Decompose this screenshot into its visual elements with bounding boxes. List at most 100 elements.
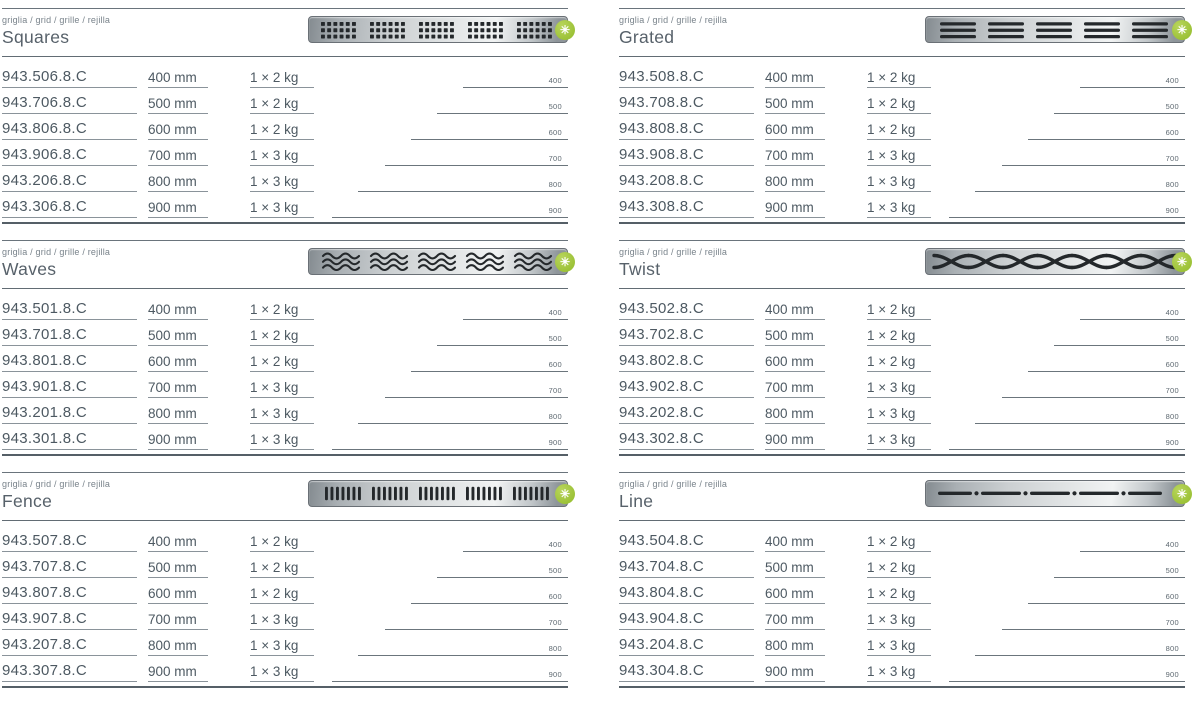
asterisk-badge-icon: ✳ bbox=[555, 484, 575, 504]
length-value: 400 mm bbox=[148, 534, 208, 552]
product-table: 943.506.8.C 400 mm 1 × 2 kg 400 943.706.8.C 5… bbox=[2, 57, 568, 218]
section-bottom-rule bbox=[619, 450, 1185, 456]
size-indicator-line: 900 bbox=[332, 437, 568, 450]
length-value: 400 mm bbox=[148, 70, 208, 88]
size-indicator-line: 900 bbox=[949, 669, 1185, 682]
weight-value: 1 × 3 kg bbox=[250, 380, 314, 398]
table-row: 943.201.8.C 800 mm 1 × 3 kg 800 bbox=[2, 398, 568, 424]
weight-value: 1 × 2 kg bbox=[867, 96, 931, 114]
weight-value: 1 × 3 kg bbox=[250, 638, 314, 656]
category-label: griglia / grid / grille / rejilla bbox=[619, 479, 728, 489]
size-indicator-line: 500 bbox=[1054, 101, 1185, 114]
grille-pattern-line bbox=[938, 490, 1162, 495]
grille-image-waves: ✳ bbox=[308, 248, 575, 275]
length-value: 900 mm bbox=[765, 200, 825, 218]
size-label: 400 bbox=[548, 540, 562, 549]
table-row: 943.208.8.C 800 mm 1 × 3 kg 800 bbox=[619, 166, 1185, 192]
length-value: 700 mm bbox=[765, 380, 825, 398]
size-indicator-line: 700 bbox=[1002, 385, 1185, 398]
weight-value: 1 × 3 kg bbox=[867, 148, 931, 166]
table-row: 943.902.8.C 700 mm 1 × 3 kg 700 bbox=[619, 372, 1185, 398]
length-value: 800 mm bbox=[148, 174, 208, 192]
product-code: 943.807.8.C bbox=[2, 584, 137, 604]
size-indicator-line: 800 bbox=[358, 411, 568, 424]
product-code: 943.801.8.C bbox=[2, 352, 137, 372]
table-row: 943.308.8.C 900 mm 1 × 3 kg 900 bbox=[619, 192, 1185, 218]
product-table: 943.507.8.C 400 mm 1 × 2 kg 400 943.707.8.C 5… bbox=[2, 521, 568, 682]
product-code: 943.201.8.C bbox=[2, 404, 137, 424]
size-indicator-line: 400 bbox=[1080, 539, 1185, 552]
length-value: 700 mm bbox=[148, 148, 208, 166]
table-row: 943.907.8.C 700 mm 1 × 3 kg 700 bbox=[2, 604, 568, 630]
section-title: Waves bbox=[2, 259, 57, 279]
grille-image-fence: ✳ bbox=[308, 480, 575, 507]
weight-value: 1 × 2 kg bbox=[867, 122, 931, 140]
length-value: 900 mm bbox=[765, 432, 825, 450]
size-label: 500 bbox=[548, 102, 562, 111]
length-value: 900 mm bbox=[148, 432, 208, 450]
size-indicator-line: 800 bbox=[358, 179, 568, 192]
table-row: 943.506.8.C 400 mm 1 × 2 kg 400 bbox=[2, 62, 568, 88]
table-row: 943.901.8.C 700 mm 1 × 3 kg 700 bbox=[2, 372, 568, 398]
product-code: 943.904.8.C bbox=[619, 610, 754, 630]
product-section-line: griglia / grid / grille / rejilla Line ✳ 94… bbox=[619, 472, 1192, 688]
section-header: griglia / grid / grille / rejilla Line ✳ bbox=[619, 473, 1192, 520]
weight-value: 1 × 2 kg bbox=[867, 560, 931, 578]
weight-value: 1 × 2 kg bbox=[250, 96, 314, 114]
length-value: 600 mm bbox=[148, 354, 208, 372]
section-bottom-rule bbox=[619, 218, 1185, 224]
size-label: 800 bbox=[548, 412, 562, 421]
section-title: Fence bbox=[2, 491, 53, 511]
size-label: 600 bbox=[1165, 360, 1179, 369]
length-value: 600 mm bbox=[765, 122, 825, 140]
size-label: 900 bbox=[1165, 670, 1179, 679]
section-header: griglia / grid / grille / rejilla Squares… bbox=[2, 9, 575, 56]
weight-value: 1 × 3 kg bbox=[250, 612, 314, 630]
size-indicator-line: 700 bbox=[385, 617, 568, 630]
product-code: 943.202.8.C bbox=[619, 404, 754, 424]
product-section-grated: griglia / grid / grille / rejilla Grated ✳… bbox=[619, 8, 1192, 224]
section-title: Line bbox=[619, 491, 654, 511]
length-value: 900 mm bbox=[765, 664, 825, 682]
product-code: 943.704.8.C bbox=[619, 558, 754, 578]
product-code: 943.702.8.C bbox=[619, 326, 754, 346]
length-value: 800 mm bbox=[148, 638, 208, 656]
size-indicator-line: 400 bbox=[463, 539, 568, 552]
weight-value: 1 × 2 kg bbox=[867, 354, 931, 372]
size-indicator-line: 800 bbox=[975, 411, 1185, 424]
size-indicator-line: 700 bbox=[1002, 153, 1185, 166]
product-section-waves: griglia / grid / grille / rejilla Waves ✳ 9… bbox=[2, 240, 575, 456]
length-value: 500 mm bbox=[148, 96, 208, 114]
grille-pattern-grated bbox=[940, 21, 1168, 38]
size-label: 400 bbox=[548, 308, 562, 317]
section-title: Grated bbox=[619, 27, 675, 47]
product-section-squares: griglia / grid / grille / rejilla Squares… bbox=[2, 8, 575, 224]
table-row: 943.207.8.C 800 mm 1 × 3 kg 800 bbox=[2, 630, 568, 656]
table-row: 943.202.8.C 800 mm 1 × 3 kg 800 bbox=[619, 398, 1185, 424]
size-label: 700 bbox=[548, 386, 562, 395]
size-label: 400 bbox=[1165, 540, 1179, 549]
size-label: 700 bbox=[1165, 618, 1179, 627]
table-row: 943.808.8.C 600 mm 1 × 2 kg 600 bbox=[619, 114, 1185, 140]
size-label: 500 bbox=[1165, 102, 1179, 111]
size-label: 600 bbox=[1165, 592, 1179, 601]
section-header: griglia / grid / grille / rejilla Grated ✳ bbox=[619, 9, 1192, 56]
weight-value: 1 × 2 kg bbox=[250, 354, 314, 372]
weight-value: 1 × 3 kg bbox=[867, 174, 931, 192]
asterisk-glyph: ✳ bbox=[559, 23, 571, 37]
size-label: 700 bbox=[1165, 154, 1179, 163]
weight-value: 1 × 3 kg bbox=[250, 406, 314, 424]
length-value: 900 mm bbox=[148, 664, 208, 682]
size-label: 900 bbox=[1165, 206, 1179, 215]
grille-image-twist: ✳ bbox=[925, 248, 1192, 275]
length-value: 500 mm bbox=[765, 96, 825, 114]
size-label: 700 bbox=[1165, 386, 1179, 395]
table-row: 943.707.8.C 500 mm 1 × 2 kg 500 bbox=[2, 552, 568, 578]
asterisk-badge-icon: ✳ bbox=[555, 252, 575, 272]
size-indicator-line: 700 bbox=[385, 385, 568, 398]
size-indicator-line: 400 bbox=[463, 307, 568, 320]
table-row: 943.307.8.C 900 mm 1 × 3 kg 900 bbox=[2, 656, 568, 682]
product-table: 943.501.8.C 400 mm 1 × 2 kg 400 943.701.8.C 5… bbox=[2, 289, 568, 450]
weight-value: 1 × 2 kg bbox=[250, 328, 314, 346]
size-indicator-line: 600 bbox=[1028, 127, 1185, 140]
